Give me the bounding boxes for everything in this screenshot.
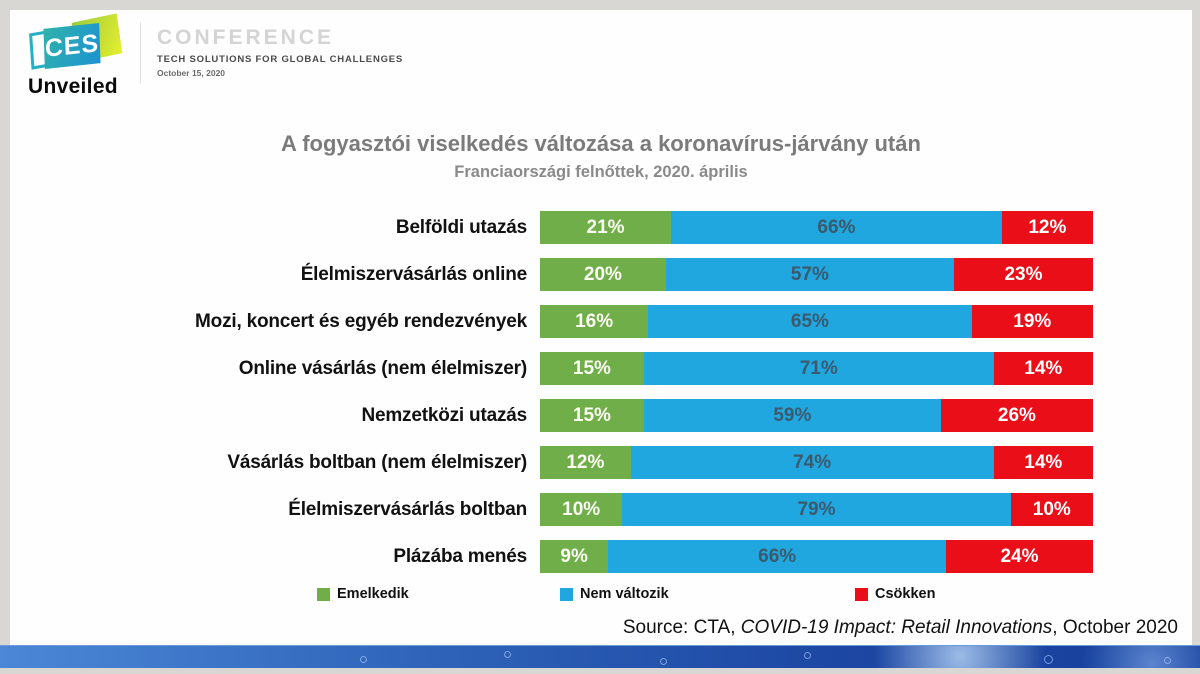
chart-row: Vásárlás boltban (nem élelmiszer) 12% 74% 1… — [10, 446, 1192, 479]
bar-chart: Belföldi utazás 21% 66% 12% Élelmiszervásárl… — [10, 211, 1192, 587]
logo-ces-text: CES — [44, 28, 100, 63]
bar-segment-emelkedik: 10% — [540, 493, 623, 526]
header-divider — [140, 22, 141, 84]
bar-segment-emelkedik: 15% — [540, 352, 644, 385]
footer-accent-bar — [0, 645, 1200, 668]
ces-unveiled-logo: CES Unveiled — [28, 13, 124, 99]
logo-ces-mark: CES — [43, 23, 101, 69]
chart-row: Mozi, koncert és egyéb rendezvények 16% 65… — [10, 305, 1192, 338]
bar-segment-csokken: 14% — [993, 352, 1094, 385]
category-label: Online vásárlás (nem élelmiszer) — [238, 358, 527, 379]
source-prefix: Source: CTA, — [622, 617, 741, 638]
legend-swatch-csokken — [855, 587, 868, 601]
conference-title: CONFERENCE — [157, 26, 335, 49]
source-publication: COVID-19 Impact: Retail Innovations — [740, 617, 1053, 638]
stacked-bar: 16% 65% 19% — [540, 305, 1093, 338]
chart-subtitle: Franciaországi felnőttek, 2020. április — [454, 163, 748, 181]
bar-segment-emelkedik: 9% — [540, 540, 609, 573]
bar-segment-nem-valtozik: 79% — [622, 493, 1011, 526]
legend-label: Csökken — [875, 586, 936, 602]
ces-logo-marks: CES — [28, 13, 124, 74]
category-label: Vásárlás boltban (nem élelmiszer) — [227, 452, 527, 473]
stacked-bar: 10% 79% 10% — [540, 493, 1093, 526]
category-label: Nemzetközi utazás — [361, 405, 527, 426]
tech-pattern-ring — [804, 652, 811, 659]
bar-segment-emelkedik: 16% — [540, 305, 649, 338]
source-suffix: , October 2020 — [1052, 617, 1178, 638]
tech-pattern-ring — [660, 658, 667, 665]
chart-row: Élelmiszervásárlás online 20% 57% 23% — [10, 258, 1192, 291]
tech-pattern-ring — [504, 651, 511, 658]
legend-swatch-emelkedik — [317, 587, 330, 601]
bar-segment-nem-valtozik: 57% — [665, 258, 955, 291]
stacked-bar: 15% 59% 26% — [540, 399, 1093, 432]
bar-segment-csokken: 24% — [946, 540, 1093, 573]
category-label: Élelmiszervásárlás boltban — [288, 499, 527, 520]
bar-segment-csokken: 10% — [1010, 493, 1093, 526]
bar-segment-nem-valtozik: 65% — [648, 305, 972, 338]
header: CES Unveiled CONFERENCE TECH SOLUTIONS F… — [28, 13, 403, 99]
logo-unveiled-text: Unveiled — [28, 75, 118, 98]
bar-segment-emelkedik: 15% — [540, 399, 644, 432]
legend-label: Nem változik — [580, 586, 669, 602]
source-line: Source: CTA, COVID-19 Impact: Retail Inn… — [623, 617, 1178, 639]
legend-item-csokken: Csökken — [855, 586, 935, 602]
bar-segment-nem-valtozik: 66% — [671, 211, 1002, 244]
conference-date: October 15, 2020 — [157, 68, 226, 78]
stacked-bar: 20% 57% 23% — [540, 258, 1093, 291]
bar-segment-csokken: 26% — [940, 399, 1093, 432]
category-label: Plázába menés — [393, 546, 527, 567]
stacked-bar: 12% 74% 14% — [540, 446, 1094, 479]
stacked-bar: 21% 66% 12% — [540, 211, 1093, 244]
category-label: Mozi, koncert és egyéb rendezvények — [195, 311, 527, 332]
legend-item-emelkedik: Emelkedik — [317, 586, 409, 602]
bar-segment-emelkedik: 12% — [540, 446, 631, 479]
bar-segment-nem-valtozik: 71% — [643, 352, 994, 385]
chart-row: Plázába menés 9% 66% 24% — [10, 540, 1192, 573]
chart-row: Online vásárlás (nem élelmiszer) 15% 71% 14… — [10, 352, 1192, 385]
bar-segment-csokken: 19% — [971, 305, 1093, 338]
legend-item-nem-valtozik: Nem változik — [560, 586, 669, 602]
bar-segment-csokken: 23% — [954, 258, 1093, 291]
slide: CES Unveiled CONFERENCE TECH SOLUTIONS F… — [10, 10, 1192, 645]
legend-swatch-nem-valtozik — [560, 587, 573, 601]
conference-subtitle: TECH SOLUTIONS FOR GLOBAL CHALLENGES — [157, 54, 404, 65]
bar-segment-csokken: 12% — [1001, 211, 1093, 244]
tech-pattern-ring — [360, 656, 367, 663]
stacked-bar: 9% 66% 24% — [540, 540, 1093, 573]
chart-row: Nemzetközi utazás 15% 59% 26% — [10, 399, 1192, 432]
conference-block: CONFERENCE TECH SOLUTIONS FOR GLOBAL CHA… — [157, 18, 403, 99]
bar-segment-csokken: 14% — [993, 446, 1094, 479]
bar-segment-nem-valtozik: 59% — [643, 399, 941, 432]
bar-segment-nem-valtozik: 66% — [608, 540, 946, 573]
chart-legend: Emelkedik Nem változik Csökken — [10, 586, 1192, 604]
chart-row: Belföldi utazás 21% 66% 12% — [10, 211, 1192, 244]
chart-title: A fogyasztói viselkedés változása a koro… — [281, 131, 921, 156]
category-label: Belföldi utazás — [395, 217, 527, 238]
bar-segment-emelkedik: 20% — [540, 258, 666, 291]
legend-label: Emelkedik — [337, 586, 409, 602]
tech-pattern-ring — [1164, 657, 1171, 664]
category-label: Élelmiszervásárlás online — [300, 264, 527, 285]
chart-row: Élelmiszervásárlás boltban 10% 79% 10% — [10, 493, 1192, 526]
bar-segment-nem-valtozik: 74% — [630, 446, 994, 479]
bar-segment-emelkedik: 21% — [540, 211, 672, 244]
stacked-bar: 15% 71% 14% — [540, 352, 1094, 385]
tech-pattern-ring — [1044, 655, 1053, 664]
